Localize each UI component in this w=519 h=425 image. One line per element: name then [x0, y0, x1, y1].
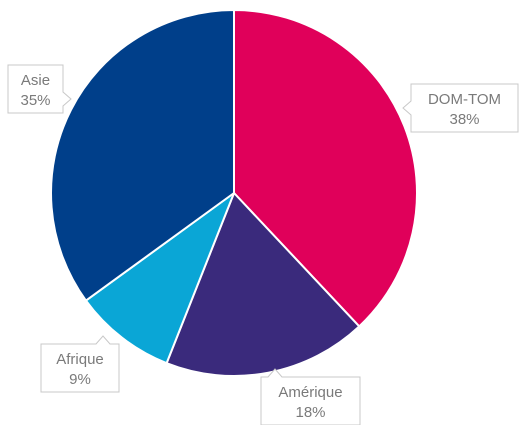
slice-percent: 18%	[295, 404, 325, 421]
slice-label: Asie	[21, 72, 50, 89]
callout-box	[260, 368, 361, 425]
pie-slice-afrique	[84, 192, 235, 365]
pie-slice-dom-tom	[233, 9, 418, 328]
slice-percent: 35%	[20, 92, 50, 109]
slice-label: Afrique	[56, 351, 104, 368]
pie-slices	[50, 9, 418, 377]
slice-percent: 38%	[449, 111, 479, 128]
pie-callouts: DOM-TOM 38% Amérique 18% Afrique 9% Asie 35%	[7, 64, 519, 425]
pie-slice-amerique	[165, 192, 361, 377]
slice-percent: 9%	[69, 371, 91, 388]
callout-box	[402, 83, 519, 133]
callout-asie: Asie 35%	[7, 64, 72, 114]
callout-box	[7, 64, 72, 114]
callout-dom-tom: DOM-TOM 38%	[402, 83, 519, 133]
slice-label: Amérique	[278, 384, 342, 401]
callout-box	[40, 335, 120, 393]
callout-afrique: Afrique 9%	[40, 335, 120, 393]
pie-slice-asie	[50, 9, 235, 302]
callout-amerique: Amérique 18%	[260, 368, 361, 425]
slice-label: DOM-TOM	[428, 91, 501, 108]
